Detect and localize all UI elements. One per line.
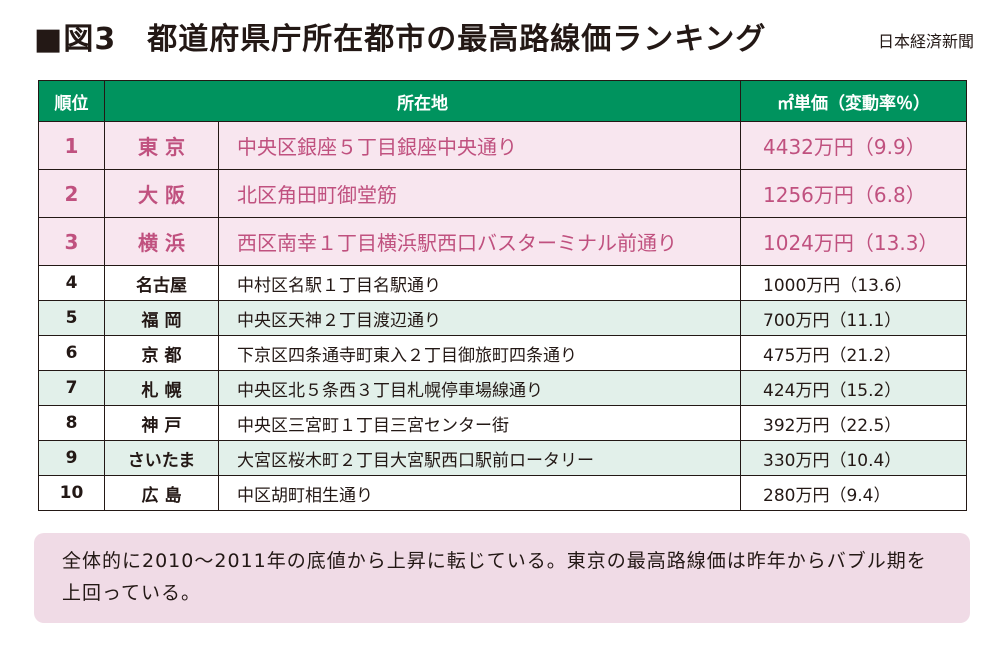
rank-cell: 7 [38,370,105,406]
column-header-location: 所在地 [104,80,741,122]
rank-cell: 10 [38,475,105,511]
table-row: 1 東 京 中央区銀座５丁目銀座中央通り 4432万円（9.9） [38,121,967,170]
price-cell: 392万円（22.5） [740,405,967,441]
price-cell: 330万円（10.4） [740,440,967,476]
city-cell: 横 浜 [104,217,219,266]
table-row: 7 札 幌 中央区北５条西３丁目札幌停車場線通り 424万円（15.2） [38,370,967,406]
price-cell: 424万円（15.2） [740,370,967,406]
column-header-rank: 順位 [38,80,105,122]
location-cell: 北区角田町御堂筋 [218,169,741,218]
city-cell: 大 阪 [104,169,219,218]
city-cell: 神 戸 [104,405,219,441]
city-cell: 東 京 [104,121,219,170]
location-cell: 中央区銀座５丁目銀座中央通り [218,121,741,170]
city-cell: 名古屋 [104,265,219,301]
table-row: 3 横 浜 西区南幸１丁目横浜駅西口バスターミナル前通り 1024万円（13.3… [38,217,967,266]
header: ■図3 都道府県庁所在都市の最高路線価ランキング 日本経済新聞 [34,18,974,62]
location-cell: 中央区天神２丁目渡辺通り [218,300,741,336]
price-cell: 4432万円（9.9） [740,121,967,170]
rank-cell: 4 [38,265,105,301]
note-box: 全体的に2010〜2011年の底値から上昇に転じている。東京の最高路線価は昨年か… [34,533,970,623]
location-cell: 西区南幸１丁目横浜駅西口バスターミナル前通り [218,217,741,266]
price-cell: 1024万円（13.3） [740,217,967,266]
table-row: 5 福 岡 中央区天神２丁目渡辺通り 700万円（11.1） [38,300,967,336]
rank-cell: 3 [38,217,105,266]
location-cell: 大宮区桜木町２丁目大宮駅西口駅前ロータリー [218,440,741,476]
city-cell: さいたま [104,440,219,476]
table-row: 4 名古屋 中村区名駅１丁目名駅通り 1000万円（13.6） [38,265,967,301]
table-row: 8 神 戸 中央区三宮町１丁目三宮センター街 392万円（22.5） [38,405,967,441]
price-cell: 475万円（21.2） [740,335,967,371]
price-cell: 1256万円（6.8） [740,169,967,218]
note-text: 全体的に2010〜2011年の底値から上昇に転じている。東京の最高路線価は昨年か… [62,550,927,604]
table-row: 2 大 阪 北区角田町御堂筋 1256万円（6.8） [38,169,967,218]
rank-cell: 8 [38,405,105,441]
figure-title: ■図3 都道府県庁所在都市の最高路線価ランキング [34,22,767,57]
rank-cell: 5 [38,300,105,336]
table-row: 6 京 都 下京区四条通寺町東入２丁目御旅町四条通り 475万円（21.2） [38,335,967,371]
column-header-price: ㎡単価（変動率％） [740,80,967,122]
source-label: 日本経済新聞 [877,32,974,51]
price-cell: 700万円（11.1） [740,300,967,336]
location-cell: 中央区三宮町１丁目三宮センター街 [218,405,741,441]
location-cell: 中央区北５条西３丁目札幌停車場線通り [218,370,741,406]
price-cell: 280万円（9.4） [740,475,967,511]
city-cell: 広 島 [104,475,219,511]
table-row: 10 広 島 中区胡町相生通り 280万円（9.4） [38,475,967,511]
city-cell: 福 岡 [104,300,219,336]
city-cell: 京 都 [104,335,219,371]
location-cell: 下京区四条通寺町東入２丁目御旅町四条通り [218,335,741,371]
price-cell: 1000万円（13.6） [740,265,967,301]
table-row: 9 さいたま 大宮区桜木町２丁目大宮駅西口駅前ロータリー 330万円（10.4） [38,440,967,476]
ranking-table: 順位 所在地 ㎡単価（変動率％） 1 東 京 中央区銀座５丁目銀座中央通り 44… [38,80,967,511]
city-cell: 札 幌 [104,370,219,406]
rank-cell: 6 [38,335,105,371]
location-cell: 中区胡町相生通り [218,475,741,511]
rank-cell: 9 [38,440,105,476]
table-header-row: 順位 所在地 ㎡単価（変動率％） [38,80,967,122]
rank-cell: 1 [38,121,105,170]
rank-cell: 2 [38,169,105,218]
location-cell: 中村区名駅１丁目名駅通り [218,265,741,301]
